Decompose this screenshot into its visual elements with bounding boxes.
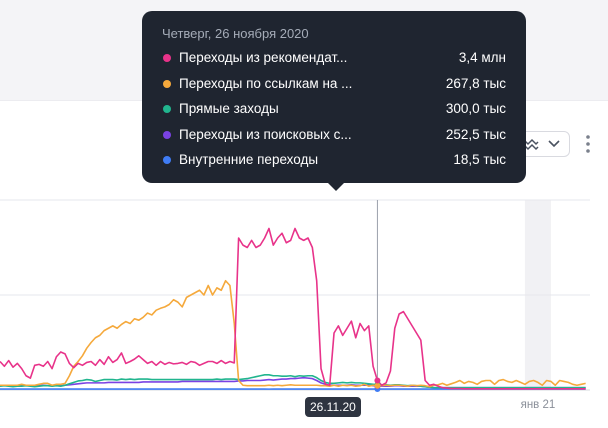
tooltip-series-label: Переходы по ссылкам на ... xyxy=(179,75,353,91)
zigzag-icon xyxy=(523,138,539,151)
tooltip-row: Прямые заходы 300,0 тыс xyxy=(162,98,506,124)
series-color-dot xyxy=(163,156,171,164)
series-color-dot xyxy=(163,130,171,139)
tooltip-rows: Переходы из рекомендат... 3,4 млн Переходы… xyxy=(162,47,506,175)
tooltip-series-value: 300,0 тыс xyxy=(445,101,506,116)
tooltip-series-value: 18,5 тыс xyxy=(453,152,506,167)
more-vertical-icon[interactable] xyxy=(580,133,596,155)
tooltip-row: Внутренние переходы 18,5 тыс xyxy=(162,149,506,175)
tooltip-series-label: Переходы из рекомендат... xyxy=(179,50,348,65)
tooltip-arrow xyxy=(327,182,345,191)
tooltip-series-value: 252,5 тыс xyxy=(445,126,506,142)
hover-date-badge: 26.11.20 xyxy=(305,397,361,417)
hover-point xyxy=(374,382,381,389)
chart-grid xyxy=(0,199,590,391)
chevron-down-icon xyxy=(548,140,560,148)
x-tick-label: янв 21 xyxy=(520,399,556,411)
hover-point xyxy=(374,377,381,384)
series-line[interactable] xyxy=(0,227,586,390)
tooltip-row: Переходы из рекомендат... 3,4 млн xyxy=(162,47,506,73)
tooltip-date: Четверг, 26 ноября 2020 xyxy=(162,26,309,41)
series-line[interactable] xyxy=(0,279,586,388)
chart-tooltip: Четверг, 26 ноября 2020 Переходы из реко… xyxy=(142,11,526,183)
tooltip-series-label: Прямые заходы xyxy=(179,101,279,116)
chart-series xyxy=(0,227,586,390)
tooltip-series-label: Переходы из поисковых с... xyxy=(179,126,352,142)
series-line[interactable] xyxy=(0,373,586,389)
series-color-dot xyxy=(163,105,171,113)
series-color-dot xyxy=(163,79,171,88)
tooltip-series-label: Внутренние переходы xyxy=(179,152,319,167)
hover-points xyxy=(374,377,381,393)
tooltip-series-value: 3,4 млн xyxy=(458,50,506,65)
tooltip-row: Переходы из поисковых с... 252,5 тыс xyxy=(162,124,506,150)
series-color-dot xyxy=(163,54,171,62)
tooltip-series-value: 267,8 тыс xyxy=(445,75,506,91)
tooltip-row: Переходы по ссылкам на ... 267,8 тыс xyxy=(162,73,506,99)
